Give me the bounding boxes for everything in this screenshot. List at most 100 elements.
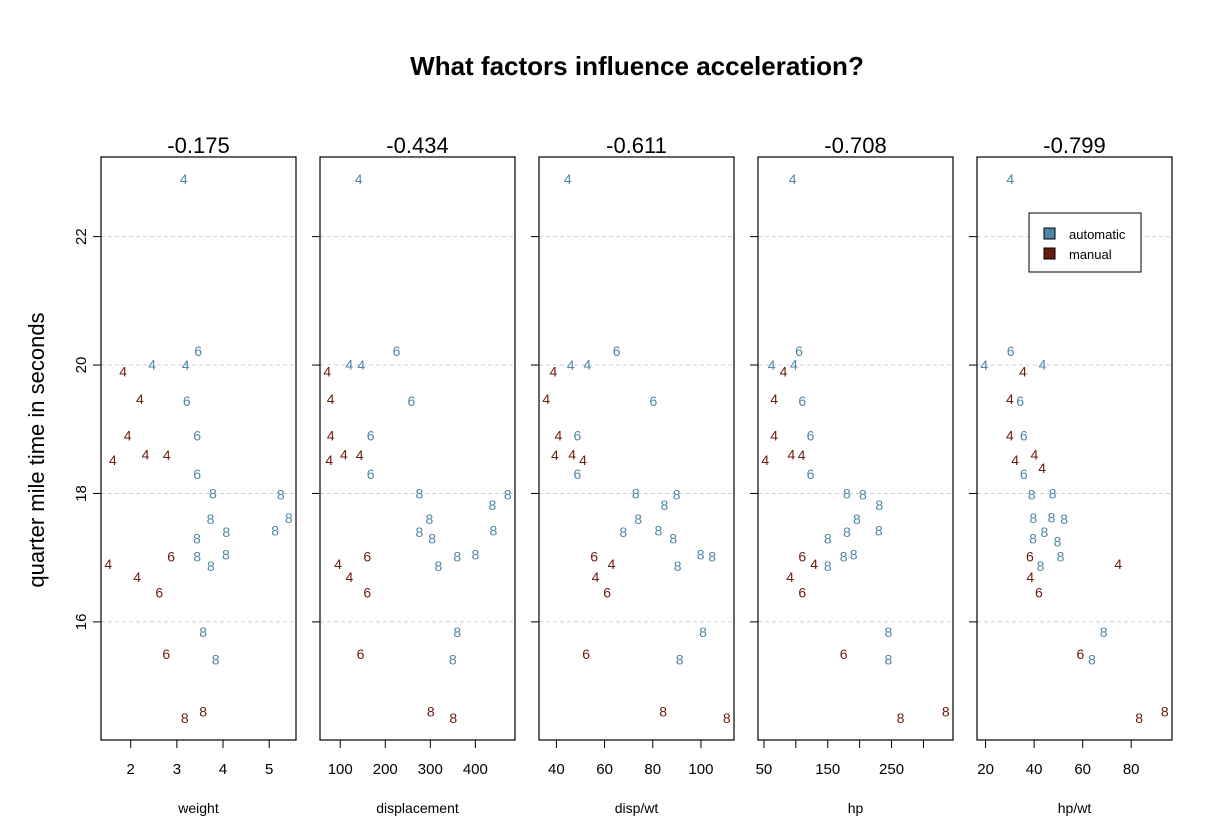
x-tick-label: 50 [756,761,773,778]
data-point: 4 [790,356,798,372]
data-point: 6 [807,466,815,482]
data-point: 8 [416,524,424,540]
data-point: 8 [660,497,668,513]
data-point: 6 [1020,428,1028,444]
data-point: 8 [1088,652,1096,668]
data-point: 8 [1135,710,1143,726]
data-point: 8 [1100,624,1108,640]
x-axis-label: hp [848,800,864,816]
data-point: 4 [1039,356,1047,372]
data-point: 8 [193,548,201,564]
data-point: 6 [407,393,415,409]
panel-correlation: -0.611 [606,133,667,158]
data-point: 4 [542,391,550,407]
data-point: 4 [1011,452,1019,468]
data-point: 4 [357,357,365,373]
data-point: 4 [980,357,988,373]
data-point: 4 [1038,460,1046,476]
data-point: 4 [355,171,363,187]
data-point: 8 [453,624,461,640]
data-point: 4 [592,569,600,585]
data-point: 8 [416,485,424,501]
x-tick-label: 60 [596,761,613,778]
data-point: 4 [148,356,156,372]
data-point: 8 [449,652,457,668]
x-tick-label: 80 [1123,761,1140,778]
data-point: 8 [435,558,443,574]
data-point: 6 [798,584,806,600]
panel-frame [100,156,297,741]
x-axis-label: hp/wt [1058,800,1092,816]
data-point: 8 [212,652,220,668]
data-point: 6 [1016,393,1024,409]
x-tick-label: 100 [688,761,713,778]
chart-title: What factors influence acceleration? [410,51,864,81]
data-point: 6 [1035,584,1043,600]
data-point: 8 [222,524,230,540]
data-point: 6 [649,393,657,409]
legend-label-automatic: automatic [1069,227,1126,242]
data-point: 8 [1161,704,1169,720]
data-point: 6 [363,584,371,600]
data-point: 8 [634,511,642,527]
data-point: 4 [568,446,576,462]
x-tick-label: 150 [815,761,840,778]
data-point: 4 [810,556,818,572]
data-point: 6 [193,466,201,482]
data-point: 6 [603,584,611,600]
data-point: 8 [875,523,883,539]
y-axis-label: quarter mile time in seconds [24,312,49,587]
data-point: 4 [787,446,795,462]
data-point: 8 [853,511,861,527]
data-point: 8 [1029,510,1037,526]
data-point: 8 [708,548,716,564]
data-point: 8 [843,524,851,540]
x-tick-label: 4 [219,761,227,778]
data-point: 8 [875,497,883,513]
data-point: 6 [807,428,815,444]
data-point: 4 [323,363,331,379]
data-point: 8 [1037,558,1045,574]
data-point: 4 [356,447,364,463]
data-point: 8 [277,487,285,503]
data-point: 4 [1030,446,1038,462]
legend-swatch-automatic [1043,227,1056,240]
data-point: 8 [207,558,215,574]
data-point: 8 [843,485,851,501]
data-point: 4 [1006,428,1014,444]
data-point: 4 [770,391,778,407]
data-point: 8 [199,704,207,720]
data-point: 8 [697,546,705,562]
data-point: 8 [884,652,892,668]
data-point: 6 [1026,548,1034,564]
x-tick-label: 200 [373,761,398,778]
data-point: 8 [632,485,640,501]
data-point: 8 [1049,485,1057,501]
data-point: 6 [798,548,806,564]
x-tick-label: 300 [418,761,443,778]
x-tick-label: 40 [1026,761,1043,778]
data-point: 6 [363,548,371,564]
data-point: 8 [427,704,435,720]
data-point: 4 [109,452,117,468]
x-tick-label: 400 [463,761,488,778]
x-tick-label: 40 [548,761,565,778]
data-point: 4 [761,452,769,468]
data-point: 4 [789,171,797,187]
data-point: 8 [659,704,667,720]
data-point: 6 [193,428,201,444]
legend-swatch-manual [1043,247,1056,260]
data-point: 8 [428,530,436,546]
data-point: 8 [1048,510,1056,526]
data-point: 6 [1020,466,1028,482]
data-point: 6 [1007,343,1015,359]
data-point: 8 [488,497,496,513]
data-point: 8 [285,510,293,526]
x-tick-label: 80 [644,761,661,778]
x-tick-label: 20 [977,761,994,778]
data-point: 8 [1054,533,1062,549]
data-point: 8 [673,487,681,503]
data-point: 8 [897,710,905,726]
data-point: 8 [453,548,461,564]
data-point: 8 [489,523,497,539]
